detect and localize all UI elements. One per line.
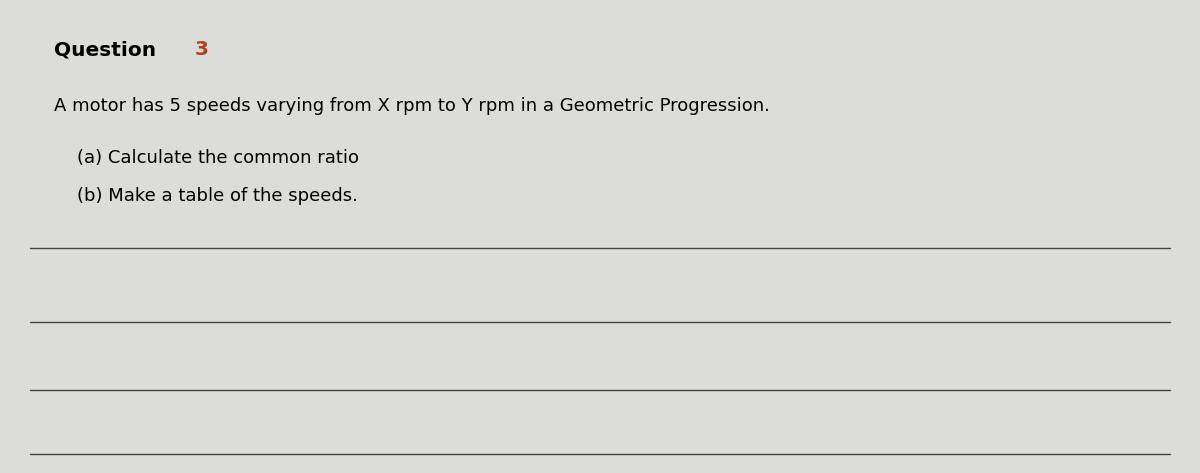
Text: A motor has 5 speeds varying from X rpm to Y rpm in a Geometric Progression.: A motor has 5 speeds varying from X rpm …	[54, 97, 770, 115]
Text: 3: 3	[194, 40, 209, 59]
Text: Question: Question	[54, 40, 163, 59]
Text: (b) Make a table of the speeds.: (b) Make a table of the speeds.	[54, 187, 358, 205]
Text: (a) Calculate the common ratio: (a) Calculate the common ratio	[54, 149, 359, 167]
